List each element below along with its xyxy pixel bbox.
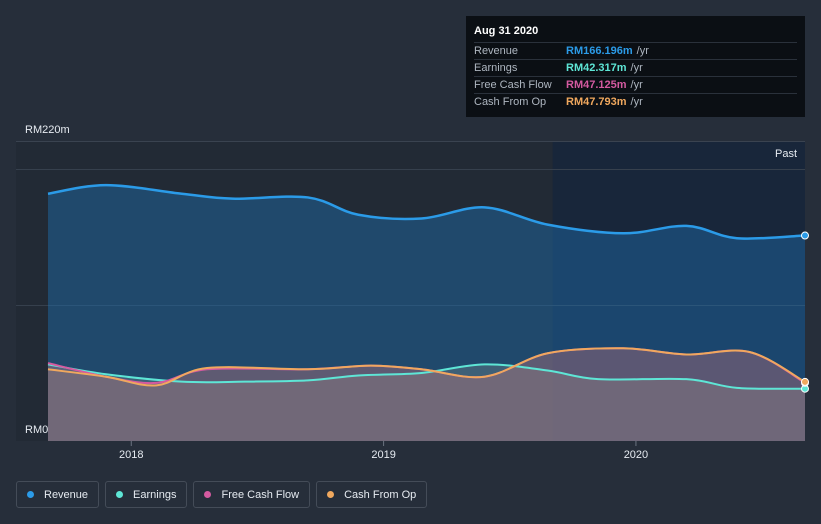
cash-from-op-end-point <box>801 377 809 386</box>
legend-dot-icon <box>327 491 335 498</box>
legend-item-free-cash-flow[interactable]: Free Cash Flow <box>193 481 311 508</box>
revenue-end-point <box>801 231 809 240</box>
revenue-area <box>48 185 805 441</box>
past-region <box>552 141 805 441</box>
earnings-area <box>48 364 805 441</box>
tooltip-unit: /yr <box>630 62 643 74</box>
plot-area <box>16 141 553 441</box>
tooltip-label: Free Cash Flow <box>474 79 552 91</box>
revenue-line <box>47 183 806 240</box>
legend-dot-icon <box>27 491 34 498</box>
legend-label: Revenue <box>44 488 89 501</box>
tooltip-row-free-cash-flow: Free Cash Flow RM47.125m /yr <box>474 76 797 93</box>
tooltip-value: RM47.125m <box>566 79 627 91</box>
tooltip-value: RM42.317m <box>566 62 627 74</box>
legend-label: Free Cash Flow <box>221 488 300 501</box>
y-axis-top-label: RM220m <box>25 124 70 136</box>
legend-item-revenue[interactable]: Revenue <box>16 481 100 508</box>
legend-label: Cash From Op <box>344 488 417 501</box>
legend-item-earnings[interactable]: Earnings <box>105 481 188 508</box>
earnings-line <box>47 363 806 390</box>
tooltip: Aug 31 2020 Revenue RM166.196m /yr Earni… <box>466 16 805 117</box>
tooltip-label: Cash From Op <box>474 96 547 108</box>
y-axis-bottom-label: RM0 <box>25 424 49 436</box>
tooltip-date: Aug 31 2020 <box>474 25 539 37</box>
legend-dot-icon <box>204 491 212 498</box>
legend: Revenue Earnings Free Cash Flow Cash Fro… <box>16 481 428 508</box>
cash-from-op-area <box>48 348 805 441</box>
tooltip-label: Revenue <box>474 45 519 57</box>
tooltip-value: RM47.793m <box>566 96 627 108</box>
x-tick-label: 2019 <box>371 449 395 461</box>
tooltip-row-revenue: Revenue RM166.196m /yr <box>474 42 797 59</box>
tooltip-unit: /yr <box>630 96 643 108</box>
tooltip-row-cash-from-op: Cash From Op RM47.793m /yr <box>474 93 797 110</box>
legend-label: Earnings <box>133 488 177 501</box>
x-tick-label: 2020 <box>624 449 648 461</box>
past-label: Past <box>775 148 797 160</box>
tooltip-value: RM166.196m <box>566 45 633 57</box>
tooltip-row-earnings: Earnings RM42.317m /yr <box>474 59 797 76</box>
free-cash-flow-area <box>48 348 805 441</box>
x-tick-label: 2018 <box>119 449 143 461</box>
tooltip-unit: /yr <box>630 79 643 91</box>
cash-from-op-line <box>47 347 806 387</box>
legend-item-cash-from-op[interactable]: Cash From Op <box>316 481 428 508</box>
legend-dot-icon <box>116 491 124 498</box>
tooltip-label: Earnings <box>474 62 518 74</box>
tooltip-unit: /yr <box>636 45 649 57</box>
